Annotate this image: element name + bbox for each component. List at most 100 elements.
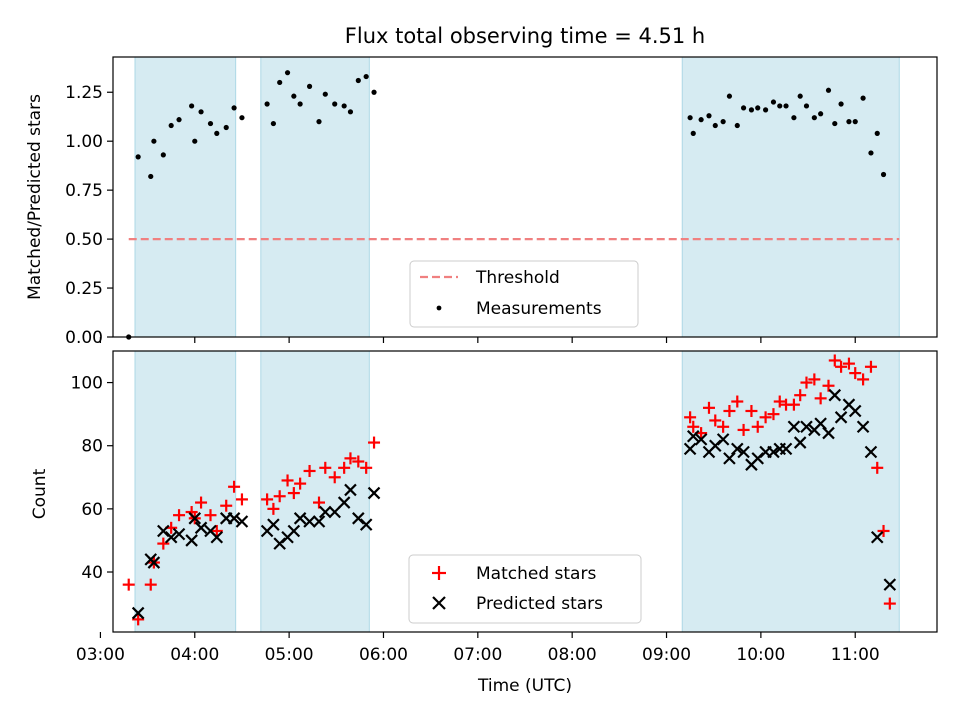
marker-stroke [834, 411, 848, 424]
measurement-point [748, 107, 755, 113]
x-tick-label: 09:00 [642, 645, 691, 665]
predicted-star-marker [716, 433, 730, 446]
y-tick-label: 100 [71, 374, 103, 394]
predicted-star-marker [822, 426, 835, 440]
predicted-star-marker [883, 578, 897, 591]
measurement-point [720, 119, 726, 125]
predicted-star-marker [779, 442, 793, 456]
x-tick-label: 10:00 [736, 645, 785, 665]
y-tick-label: 0.50 [65, 230, 103, 250]
marker-stroke [188, 512, 202, 525]
measurement-point [770, 99, 777, 105]
predicted-star-marker [723, 452, 736, 465]
marker-stroke [164, 531, 178, 544]
measurement-point [706, 113, 712, 119]
marker-stroke [767, 445, 780, 459]
matched-star-marker [273, 490, 286, 503]
matched-star-marker [808, 373, 821, 386]
marker-stroke [344, 483, 357, 497]
measurement-point [306, 83, 313, 89]
marker-stroke [367, 486, 381, 500]
measurement-point [135, 154, 141, 160]
measurement-point [264, 101, 270, 107]
measurement-point [371, 89, 377, 95]
predicted-star-marker [814, 417, 827, 430]
ratio-y-axis-label: Matched/Predicted stars [25, 94, 45, 300]
marker-stroke [172, 527, 186, 541]
matched-star-marker [773, 395, 786, 408]
measurement-point [797, 93, 803, 99]
marker-stroke [312, 515, 326, 528]
predicted-star-marker [737, 445, 750, 459]
marker-stroke [267, 518, 280, 531]
matched-star-marker [267, 502, 280, 515]
marker-stroke [235, 515, 249, 528]
shaded-interval [681, 56, 900, 338]
measurement-point [777, 103, 783, 109]
measurement-point [176, 117, 182, 123]
x-tick-label: 06:00 [359, 645, 408, 665]
matched-star-marker [319, 461, 332, 474]
marker-stroke [793, 436, 807, 449]
predicted-star-marker [131, 606, 145, 620]
measurement-point [755, 105, 761, 111]
marker-stroke [848, 404, 862, 418]
marker-stroke [842, 398, 856, 411]
matched-star-marker [787, 398, 800, 411]
measurement-point [818, 111, 824, 117]
measurement-point [846, 119, 852, 125]
count-legend: Matched stars Predicted stars [408, 554, 642, 624]
marker-stroke [864, 445, 878, 459]
predicted-star-marker [793, 436, 807, 449]
legend-frame [408, 554, 642, 624]
x-axis-label: Time (UTC) [477, 676, 572, 696]
matched-star-marker [287, 487, 300, 500]
shaded-interval [681, 350, 900, 633]
predicted-star-marker [767, 445, 780, 459]
measurement-point [762, 107, 769, 113]
matched-star-marker [723, 404, 736, 417]
matched-star-marker [828, 354, 841, 367]
predicted-star-marker [312, 515, 326, 528]
matched-star-marker [737, 423, 750, 436]
matched-star-marker [303, 464, 316, 477]
measurement-legend-label: Measurements [476, 299, 602, 319]
marker-stroke [731, 442, 744, 456]
measurement-point [148, 173, 154, 180]
count-axes: 40 60 80 100 03:00 04:00 05:00 06:00 07:00 08:00 0… [71, 350, 938, 665]
matched-star-marker [849, 367, 862, 380]
predicted-star-marker [864, 445, 878, 459]
y-tick-label: 0.75 [65, 181, 103, 201]
y-tick-label: 80 [81, 437, 103, 457]
matched-star-marker [794, 389, 807, 402]
measurement-point [852, 119, 858, 125]
y-tick-label: 40 [81, 563, 103, 583]
plot-frame [112, 56, 938, 338]
measurement-point [332, 101, 338, 107]
predicted-star-marker [227, 512, 241, 525]
measurement-point [832, 120, 838, 127]
measurement-point [316, 119, 322, 125]
measurement-point [825, 87, 832, 93]
matched-star-marker [294, 477, 307, 490]
measurement-point [239, 115, 245, 121]
matched-star-marker [352, 455, 365, 468]
matched-legend-swatch [432, 566, 446, 580]
measurement-point [270, 120, 276, 127]
predicted-star-marker [235, 515, 249, 528]
matched-star-marker [759, 411, 772, 424]
x-tick-label: 04:00 [170, 645, 219, 665]
matched-star-marker [687, 420, 700, 433]
matched-star-marker [883, 597, 896, 610]
measurement-point [192, 138, 198, 144]
matched-star-marker [368, 436, 381, 449]
measurement-point [284, 70, 291, 76]
measurement-point [860, 95, 866, 101]
matched-legend-label: Matched stars [476, 564, 596, 584]
marker-stroke [157, 524, 170, 538]
matched-star-marker [228, 480, 241, 493]
y-tick-label: 1.00 [65, 132, 103, 152]
marker-stroke [787, 420, 801, 434]
predicted-star-marker [303, 515, 316, 528]
